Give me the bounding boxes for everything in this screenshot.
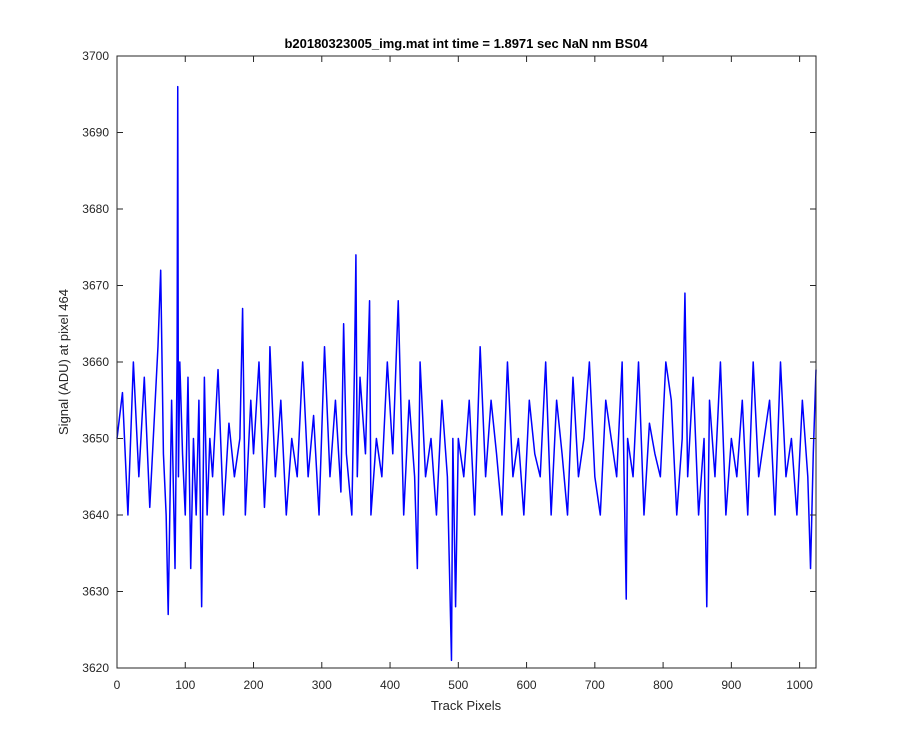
x-tick-label: 1000 xyxy=(786,678,813,692)
y-tick-label: 3680 xyxy=(82,202,109,216)
x-tick-label: 0 xyxy=(114,678,121,692)
x-tick-label: 400 xyxy=(380,678,400,692)
x-tick-label: 300 xyxy=(312,678,332,692)
y-tick-label: 3630 xyxy=(82,585,109,599)
x-tick-label: 700 xyxy=(585,678,605,692)
chart-title: b20180323005_img.mat int time = 1.8971 s… xyxy=(284,36,648,51)
y-tick-label: 3690 xyxy=(82,126,109,140)
x-axis-label: Track Pixels xyxy=(431,698,502,713)
y-tick-label: 3700 xyxy=(82,49,109,63)
x-tick-label: 100 xyxy=(175,678,195,692)
x-tick-label: 500 xyxy=(448,678,468,692)
y-tick-label: 3620 xyxy=(82,661,109,675)
signal-series-line xyxy=(116,85,817,662)
plot-area xyxy=(117,56,816,668)
x-tick-label: 800 xyxy=(653,678,673,692)
y-axis-label: Signal (ADU) at pixel 464 xyxy=(56,289,71,435)
x-axis-ticks: 0 100 200 300 400 500 600 700 800 900 1000 xyxy=(114,56,813,692)
y-tick-label: 3640 xyxy=(82,508,109,522)
y-tick-label: 3660 xyxy=(82,355,109,369)
x-tick-label: 900 xyxy=(721,678,741,692)
x-tick-label: 600 xyxy=(517,678,537,692)
x-tick-label: 200 xyxy=(244,678,264,692)
y-axis-ticks: 3620 3630 3640 3650 3660 3670 3680 3690 3700 xyxy=(82,49,816,675)
y-tick-label: 3650 xyxy=(82,432,109,446)
y-tick-label: 3670 xyxy=(82,279,109,293)
